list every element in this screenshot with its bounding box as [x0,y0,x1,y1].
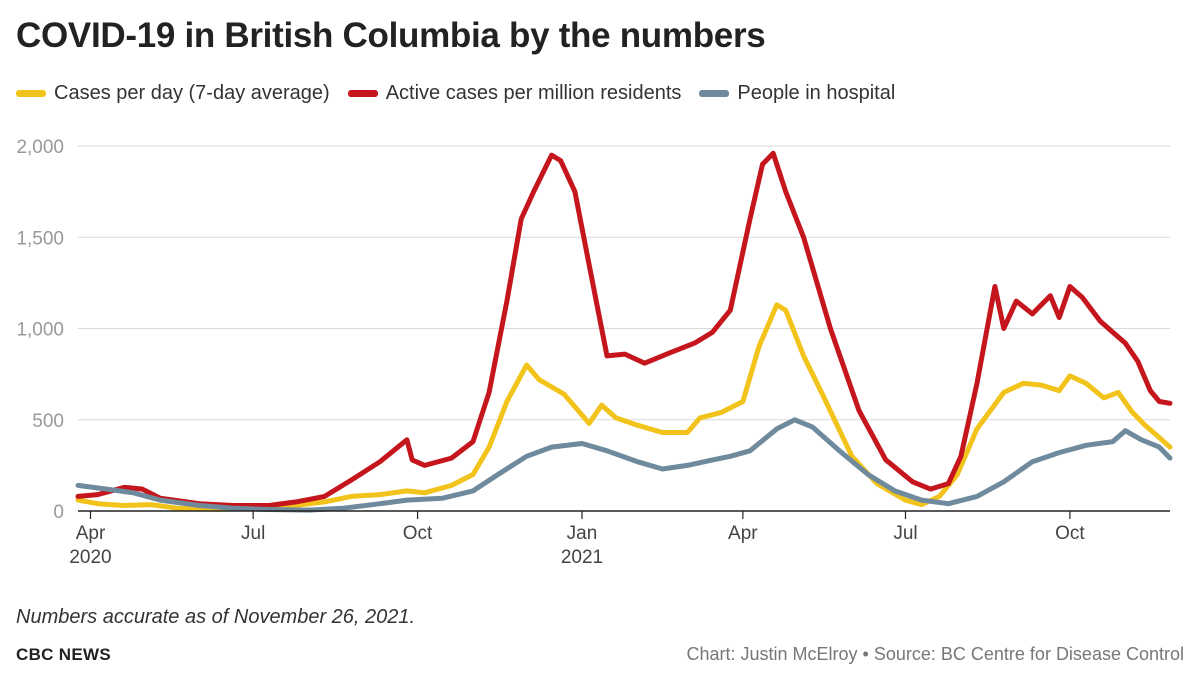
x-tick-label: Apr [76,523,106,544]
series-line-cases [75,302,1173,512]
x-tick-year-label: 2021 [561,547,603,568]
chart-legend: Cases per day (7-day average) Active cas… [16,82,895,105]
y-tick-label: 500 [32,411,64,432]
x-tick-label: Oct [403,523,433,544]
accuracy-note: Numbers accurate as of November 26, 2021… [16,606,416,628]
legend-swatch-cases [16,90,46,97]
y-tick-label: 0 [53,502,64,523]
x-tick-label: Jan [567,523,598,544]
legend-swatch-active [347,90,378,97]
legend-item-cases: Cases per day (7-day average) [16,82,330,105]
legend-item-active: Active cases per million residents [347,82,682,105]
series-line-active-cases [75,150,1173,508]
legend-item-hospital: People in hospital [699,82,895,105]
x-tick-label: Jul [893,523,917,544]
brand-logo-text: CBC NEWS [16,645,111,664]
line-chart: 0 500 1,000 1,500 2,000 Apr 2020 Jul Oct Jan 2021 A… [16,137,1173,568]
x-tick-year-label: 2020 [69,547,111,568]
x-tick-label: Apr [728,523,758,544]
y-tick-label: 2,000 [16,137,64,158]
y-tick-label: 1,000 [16,320,64,341]
chart-title: COVID-19 in British Columbia by the numb… [16,16,766,55]
legend-label-hospital: People in hospital [737,82,896,104]
legend-swatch-hospital [699,90,730,97]
x-tick-label: Jul [241,523,265,544]
y-tick-label: 1,500 [16,228,64,249]
x-tick-label: Oct [1055,523,1085,544]
series-line-hospital [75,417,1173,513]
chart-credit: Chart: Justin McElroy • Source: BC Centr… [686,644,1184,664]
legend-label-active: Active cases per million residents [385,82,682,104]
legend-label-cases: Cases per day (7-day average) [54,82,330,104]
